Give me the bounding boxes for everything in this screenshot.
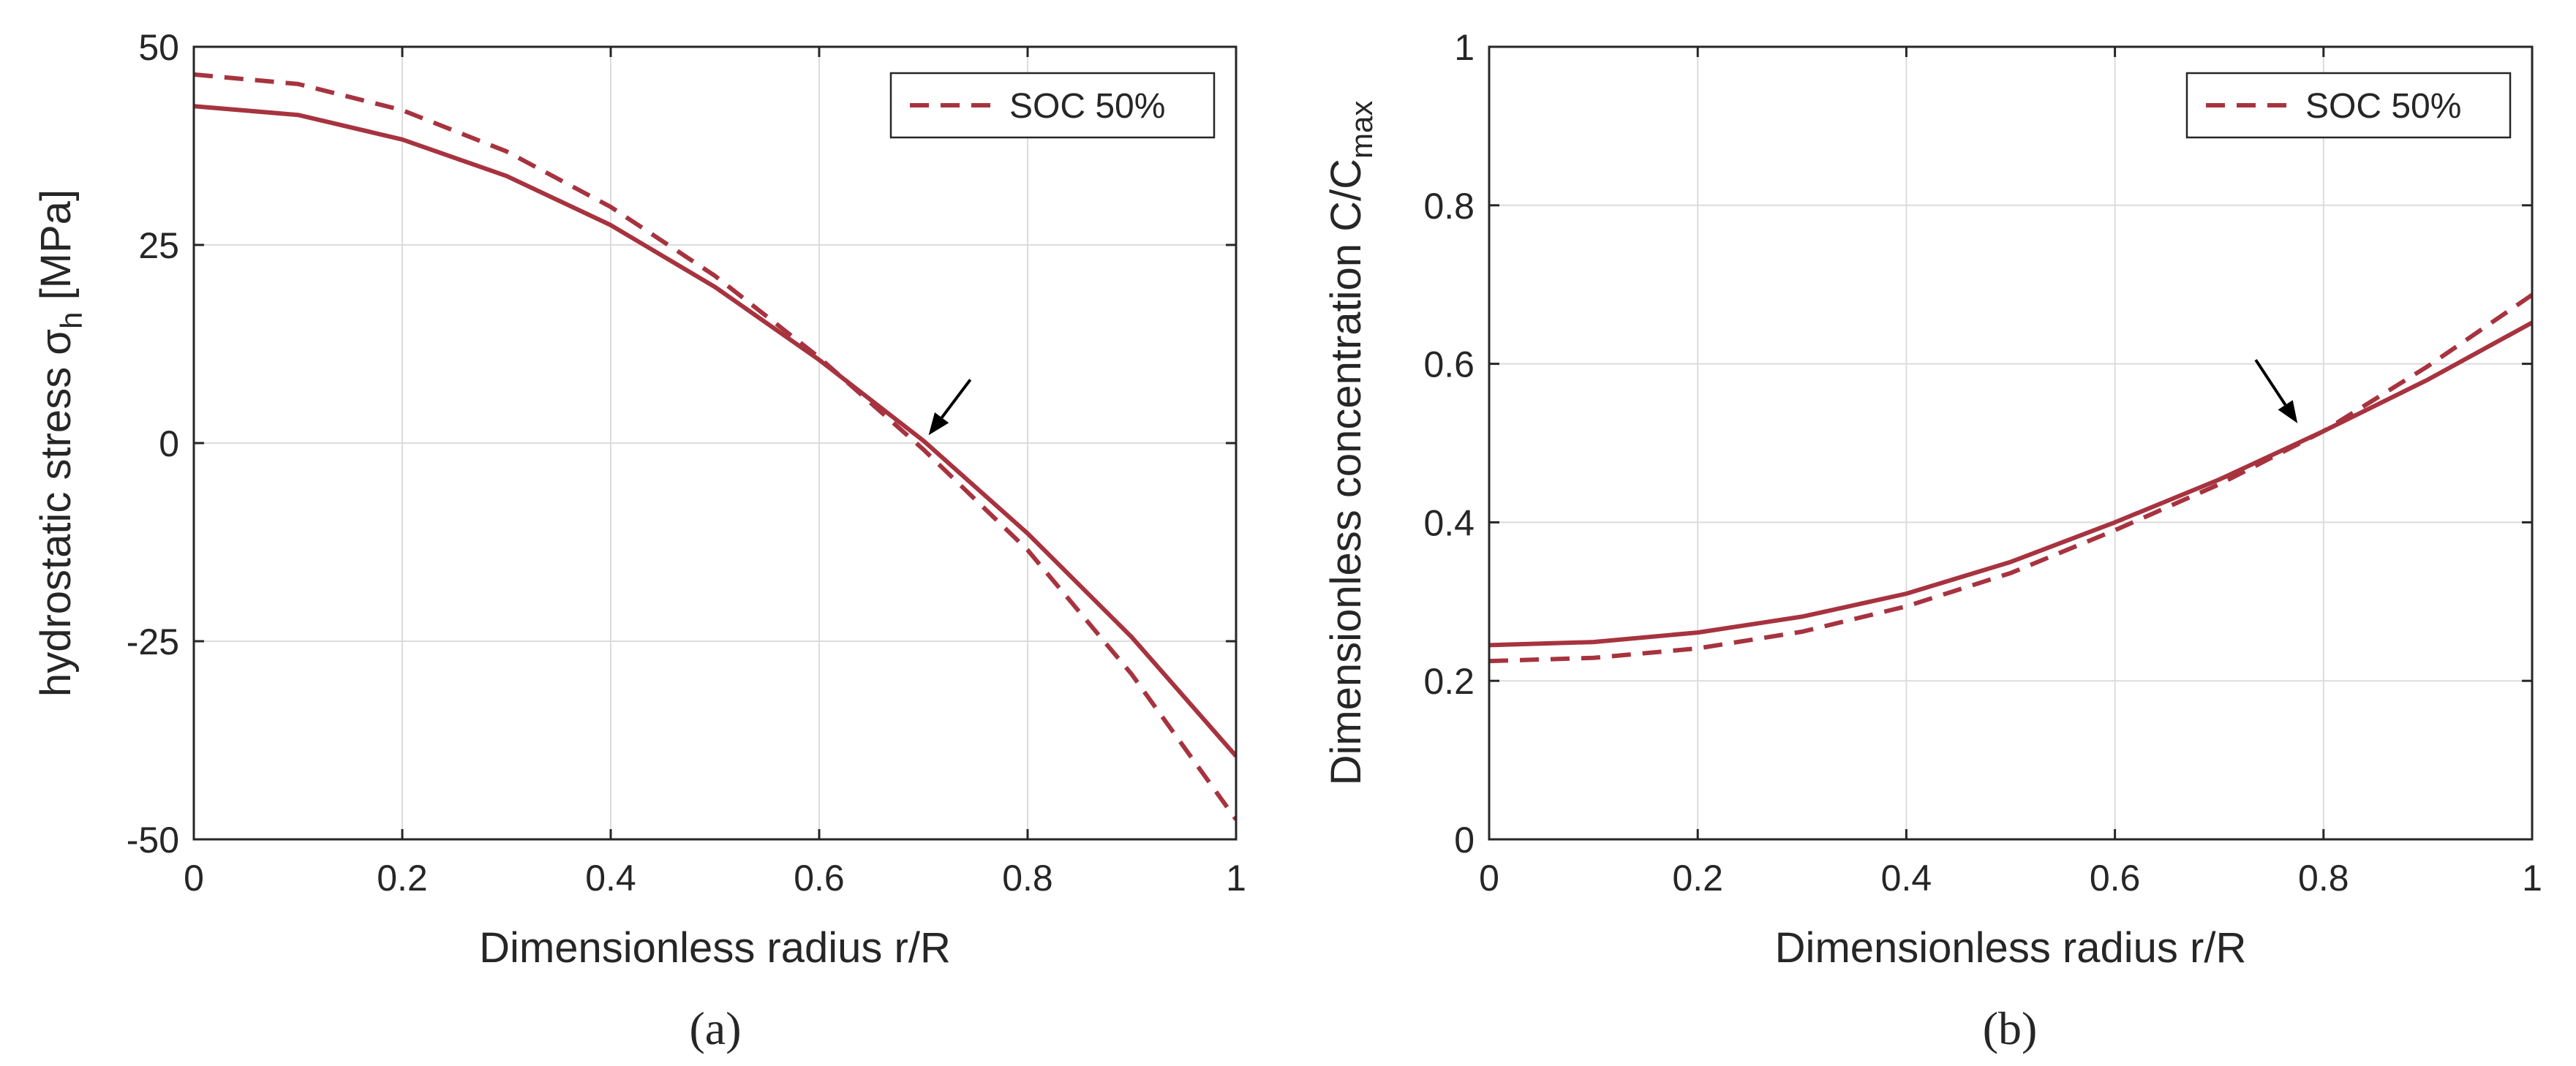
y-axis-label-subscript: max bbox=[1344, 101, 1379, 159]
y-tick-label: 0.8 bbox=[1423, 186, 1475, 227]
y-tick-label: 0 bbox=[159, 423, 179, 464]
panel-caption: (a) bbox=[689, 1002, 741, 1054]
x-tick-label: 0.2 bbox=[377, 858, 428, 899]
y-tick-label: 25 bbox=[138, 225, 179, 266]
plot-area bbox=[1489, 47, 2532, 839]
x-tick-label: 0 bbox=[184, 858, 204, 899]
annotation-arrow-head bbox=[928, 412, 949, 436]
annotation-arrow-shaft bbox=[941, 379, 972, 419]
x-tick-label: 0.8 bbox=[1002, 858, 1053, 899]
y-axis-label-main: hydrostatic stress σ bbox=[32, 329, 80, 697]
series-line-solid bbox=[194, 104, 1236, 758]
y-axis-label: hydrostatic stress σh [MPa] bbox=[32, 189, 88, 697]
legend: SOC 50% bbox=[2185, 72, 2512, 139]
y-tick-label: -50 bbox=[127, 820, 179, 861]
y-tick-label: 0.6 bbox=[1423, 344, 1475, 385]
y-axis-label: Dimensionless concentration C/Cmax bbox=[1322, 101, 1379, 786]
y-tick-label: 1 bbox=[1454, 27, 1475, 68]
legend-box bbox=[889, 72, 1216, 139]
series-group bbox=[194, 72, 1236, 821]
y-tick-label: 0.2 bbox=[1423, 661, 1475, 702]
axes-box bbox=[1488, 45, 2534, 841]
y-axis-label-unit: [MPa] bbox=[32, 189, 80, 312]
x-tick-label: 0 bbox=[1479, 858, 1499, 899]
series-line-dashed bbox=[1489, 292, 2532, 664]
y-axis-label-subscript: h bbox=[54, 312, 88, 329]
x-axis-label: Dimensionless radius r/R bbox=[479, 924, 951, 972]
x-tick-label: 1 bbox=[2522, 858, 2542, 899]
legend: SOC 50% bbox=[889, 72, 1216, 139]
x-tick-label: 1 bbox=[1226, 858, 1246, 899]
x-axis-label: Dimensionless radius r/R bbox=[1775, 924, 2247, 972]
x-tick-label: 0.6 bbox=[794, 858, 845, 899]
x-tick-label: 0.6 bbox=[2090, 858, 2141, 899]
annotation-arrow-shaft bbox=[2254, 359, 2287, 406]
panel-a-chart: 0 0.2 0.4 0.6 0.8 1 -50 -25 0 25 50 Dimensionless r… bbox=[32, 27, 1246, 1054]
annotation-arrow-head bbox=[2278, 400, 2298, 423]
y-tick-label: 50 bbox=[138, 27, 179, 68]
y-axis-label-main: Dimensionless concentration C/C bbox=[1322, 159, 1370, 785]
x-tick-label: 0.2 bbox=[1672, 858, 1723, 899]
legend-label: SOC 50% bbox=[2305, 87, 2461, 126]
x-tick-label: 0.8 bbox=[2298, 858, 2349, 899]
panel-b-chart: 0 0.2 0.4 0.6 0.8 1 0 0.2 0.4 0.6 0.8 1 Dimensionles… bbox=[1322, 27, 2542, 1054]
series-line-solid bbox=[1489, 320, 2532, 648]
y-tick-label: 0.4 bbox=[1423, 502, 1475, 543]
x-tick-label: 0.4 bbox=[585, 858, 636, 899]
legend-label: SOC 50% bbox=[1009, 87, 1165, 126]
series-line-dashed bbox=[194, 72, 1236, 821]
x-tick-label: 0.4 bbox=[1881, 858, 1932, 899]
series-group bbox=[1489, 292, 2532, 664]
y-tick-label: 0 bbox=[1454, 820, 1475, 861]
y-tick-label: -25 bbox=[127, 621, 179, 662]
panel-caption: (b) bbox=[1983, 1002, 2038, 1054]
